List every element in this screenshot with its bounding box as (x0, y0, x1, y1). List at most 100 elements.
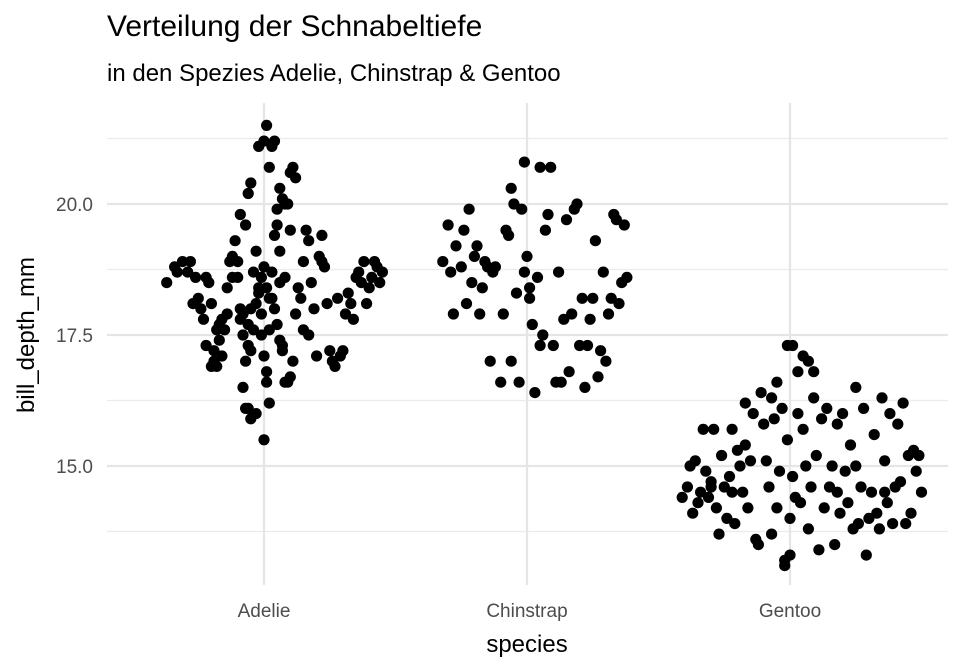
data-point-gentoo (729, 518, 741, 530)
data-point-adelie (316, 229, 328, 241)
data-point-chinstrap (563, 366, 575, 378)
data-point-chinstrap (610, 214, 623, 226)
data-point-chinstrap (576, 292, 588, 304)
data-point-chinstrap (450, 240, 462, 252)
data-point-chinstrap (466, 277, 478, 289)
data-point-adelie (197, 313, 210, 325)
data-point-gentoo (837, 408, 849, 420)
data-point-gentoo (802, 355, 815, 367)
data-point-chinstrap (534, 339, 546, 352)
data-point-adelie (237, 308, 249, 320)
data-point-chinstrap (618, 219, 630, 231)
data-point-gentoo (755, 387, 767, 399)
data-point-adelie (255, 329, 267, 341)
data-point-adelie (345, 298, 357, 310)
data-point-adelie (376, 266, 388, 278)
y-axis-title: bill_depth_mm (13, 257, 40, 413)
data-point-gentoo (776, 402, 788, 414)
y-tick-label: 17.5 (56, 326, 93, 347)
data-point-adelie (171, 266, 183, 278)
data-point-adelie (363, 282, 375, 294)
data-point-chinstrap (442, 219, 454, 231)
data-point-adelie (261, 376, 273, 388)
data-point-chinstrap (503, 229, 515, 241)
data-point-adelie (311, 350, 323, 362)
data-point-gentoo (760, 455, 772, 467)
data-point-gentoo (797, 423, 809, 435)
data-point-adelie (253, 287, 265, 299)
data-point-adelie (290, 172, 302, 184)
data-point-chinstrap (592, 371, 604, 383)
data-point-gentoo (884, 408, 896, 420)
data-point-gentoo (910, 465, 922, 477)
data-point-chinstrap (581, 339, 594, 352)
data-point-gentoo (768, 413, 780, 425)
data-point-adelie (284, 371, 296, 383)
data-point-adelie (297, 256, 309, 268)
data-point-adelie (213, 334, 225, 346)
data-point-adelie (268, 303, 281, 315)
data-point-gentoo (702, 491, 715, 503)
data-point-adelie (274, 245, 286, 257)
data-point-adelie (176, 256, 189, 268)
data-point-adelie (258, 261, 270, 273)
data-point-chinstrap (524, 282, 536, 294)
data-point-gentoo (821, 402, 833, 414)
data-point-gentoo (860, 549, 872, 561)
data-point-gentoo (766, 392, 778, 404)
data-point-adelie (211, 324, 223, 336)
data-point-gentoo (897, 397, 909, 409)
data-point-adelie (374, 277, 386, 289)
data-point-chinstrap (518, 266, 531, 278)
data-point-adelie (258, 350, 270, 362)
chart-title: Verteilung der Schnabeltiefe (107, 10, 483, 43)
data-point-adelie (263, 161, 275, 173)
data-point-gentoo (708, 423, 720, 435)
data-point-gentoo (881, 497, 893, 509)
data-point-adelie (250, 298, 262, 310)
data-point-chinstrap (545, 161, 557, 173)
data-point-gentoo (742, 502, 754, 514)
data-point-adelie (258, 135, 270, 147)
data-point-chinstrap (560, 214, 573, 226)
data-point-chinstrap (553, 266, 565, 278)
data-point-adelie (337, 345, 349, 357)
data-point-gentoo (689, 455, 701, 467)
data-point-gentoo (831, 486, 843, 498)
data-point-gentoo (773, 465, 786, 477)
data-point-gentoo (852, 518, 865, 530)
data-point-adelie (268, 229, 281, 241)
data-point-adelie (305, 277, 317, 289)
data-point-gentoo (681, 481, 694, 493)
data-point-gentoo (850, 460, 862, 472)
data-point-gentoo (713, 528, 725, 540)
data-point-gentoo (771, 376, 783, 388)
data-point-adelie (258, 434, 270, 446)
data-point-gentoo (808, 366, 820, 378)
data-point-gentoo (850, 381, 862, 393)
data-point-gentoo (879, 486, 891, 498)
data-point-gentoo (752, 539, 765, 551)
data-point-gentoo (805, 481, 817, 493)
data-point-adelie (261, 366, 273, 378)
data-point-gentoo (700, 465, 712, 477)
data-point-adelie (242, 402, 254, 414)
data-point-chinstrap (574, 339, 586, 352)
data-point-chinstrap (534, 161, 546, 173)
data-point-adelie (284, 224, 296, 236)
data-point-chinstrap (621, 271, 633, 283)
data-point-adelie (308, 303, 320, 315)
data-point-adelie (161, 277, 173, 289)
data-point-adelie (361, 298, 373, 310)
data-point-adelie (355, 277, 367, 289)
data-point-adelie (271, 203, 283, 215)
data-point-adelie (245, 345, 257, 357)
data-point-gentoo (879, 455, 891, 467)
data-point-gentoo (871, 507, 883, 519)
data-point-gentoo (781, 434, 794, 446)
data-point-gentoo (894, 476, 907, 488)
data-point-gentoo (739, 397, 751, 409)
data-point-chinstrap (516, 203, 528, 215)
data-point-gentoo (834, 507, 846, 519)
